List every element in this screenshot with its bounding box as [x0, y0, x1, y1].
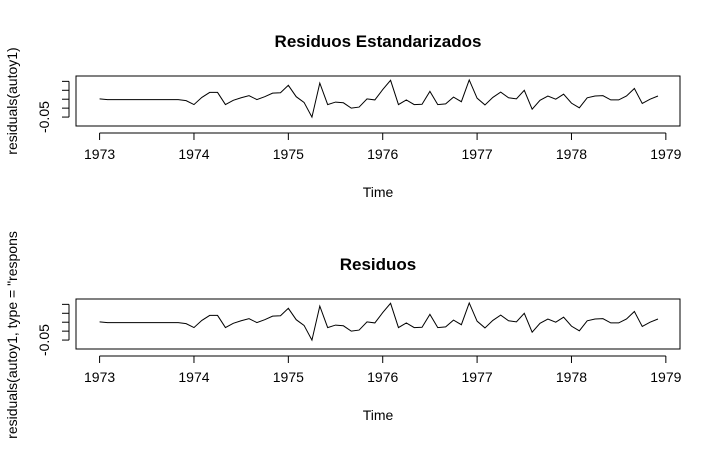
x-tick-label: 1976 — [367, 146, 398, 162]
x-tick-label: 1975 — [273, 369, 304, 385]
y-tick-label: -0.05 — [36, 324, 52, 356]
y-tick-label: -0.05 — [36, 101, 52, 133]
x-tick-label: 1977 — [462, 369, 493, 385]
chart-title: Residuos — [340, 255, 417, 274]
x-axis: 1973 1974 1975 1976 1977 1978 1979 — [84, 355, 682, 385]
x-axis-label: Time — [363, 184, 394, 200]
x-tick-label: 1973 — [84, 146, 115, 162]
x-tick-label: 1978 — [556, 146, 587, 162]
y-axis: -0.05 — [36, 80, 70, 133]
x-tick-label: 1974 — [178, 369, 209, 385]
chart-title: Residuos Estandarizados — [275, 32, 482, 51]
y-axis: -0.05 — [36, 303, 70, 356]
series-line — [99, 301, 659, 342]
x-tick-label: 1976 — [367, 369, 398, 385]
plot-frame — [75, 75, 681, 127]
x-tick-label: 1975 — [273, 146, 304, 162]
y-axis-label: residuals(autoy1) — [4, 47, 20, 154]
x-tick-label: 1979 — [650, 369, 681, 385]
x-tick-label: 1979 — [650, 146, 681, 162]
x-tick-label: 1973 — [84, 369, 115, 385]
x-tick-label: 1978 — [556, 369, 587, 385]
x-axis: 1973 1974 1975 1976 1977 1978 1979 — [84, 132, 682, 162]
x-tick-label: 1974 — [178, 146, 209, 162]
x-axis-label: Time — [363, 407, 394, 423]
panel-residuals: Residuos 1973 1974 1975 1976 1977 1978 1979 -0… — [4, 231, 682, 439]
panel-standardized-residuals: Residuos Estandarizados 1973 1974 1975 1976… — [4, 32, 682, 200]
y-axis-label: residuals(autoy1, type = "respons — [4, 231, 20, 439]
plot-frame — [75, 298, 681, 350]
x-tick-label: 1977 — [462, 146, 493, 162]
series-line — [99, 78, 659, 119]
